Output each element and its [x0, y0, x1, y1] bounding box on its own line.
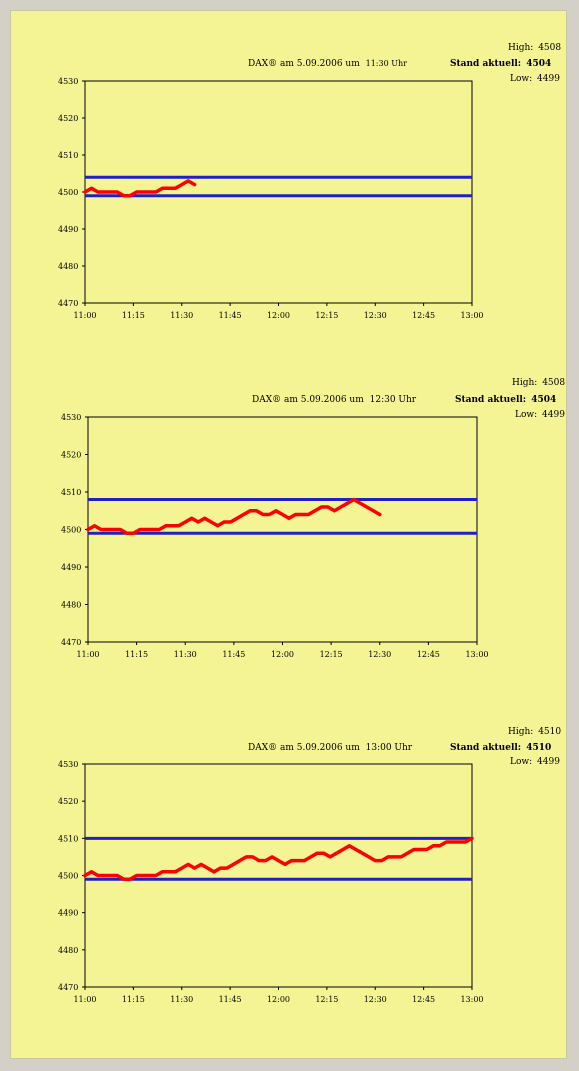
x-tick-label: 11:00 [76, 650, 99, 659]
x-tick-label: 12:15 [320, 650, 343, 659]
y-tick-label: 4520 [58, 797, 78, 806]
chart-2-stand: Stand aktuell: 4504 [455, 395, 556, 405]
chart-2: 4530 4520 4510 4500 4490 4480 4470 11:00 11:15 11… [61, 413, 489, 659]
x-tick-label: 12:30 [364, 995, 387, 1004]
chart-3-low: Low: 4499 [510, 757, 560, 767]
y-tick-label: 4530 [58, 760, 78, 769]
y-tick-label: 4470 [58, 299, 78, 308]
y-tick-label: 4520 [58, 114, 78, 123]
chart-3-header: DAX® am 5.09.2006 um 13:00 Uhr High: 451… [248, 727, 561, 767]
y-tick-label: 4530 [61, 413, 81, 422]
chart-3: 4530 4520 4510 4500 4490 4480 4470 11:00 11:15 11… [58, 760, 484, 1004]
x-tick-label: 11:45 [219, 995, 242, 1004]
x-tick-label: 11:45 [219, 311, 242, 320]
chart-1-high: High: 4508 [508, 43, 561, 53]
x-tick-label: 11:00 [73, 995, 96, 1004]
chart-3-title: DAX® am 5.09.2006 um 13:00 Uhr [248, 743, 413, 753]
chart-3-high: High: 4510 [508, 727, 561, 737]
x-tick-label: 13:00 [460, 995, 483, 1004]
x-tick-label: 12:00 [267, 311, 290, 320]
chart-3-stand: Stand aktuell: 4510 [450, 743, 551, 753]
y-tick-label: 4480 [58, 262, 78, 271]
x-tick-label: 11:15 [122, 995, 145, 1004]
x-tick-label: 13:00 [460, 311, 483, 320]
y-tick-label: 4470 [58, 983, 78, 992]
y-tick-label: 4500 [58, 188, 78, 197]
x-tick-label: 11:15 [122, 311, 145, 320]
x-tick-label: 12:15 [315, 995, 338, 1004]
y-tick-label: 4510 [58, 151, 78, 160]
x-tick-label: 11:00 [73, 311, 96, 320]
x-tick-label: 12:30 [368, 650, 391, 659]
x-tick-label: 12:15 [315, 311, 338, 320]
y-tick-label: 4500 [61, 526, 81, 535]
x-tick-label: 12:00 [267, 995, 290, 1004]
y-tick-label: 4490 [58, 225, 78, 234]
y-tick-label: 4510 [58, 834, 78, 843]
price-line [83, 836, 474, 881]
chart-1-stand: Stand aktuell: 4504 [450, 59, 551, 69]
price-line [83, 179, 197, 198]
chart-2-high: High: 4508 [512, 378, 565, 388]
x-tick-label: 11:30 [174, 650, 197, 659]
chart-1: 4530 4520 4510 4500 4490 4480 4470 11:00 11:15 11… [58, 77, 484, 320]
chart-2-low: Low: 4499 [515, 410, 565, 420]
y-tick-label: 4530 [58, 77, 78, 86]
y-tick-label: 4480 [61, 601, 81, 610]
chart-2-header: DAX® am 5.09.2006 um 12:30 Uhr High: 450… [252, 378, 565, 420]
x-tick-label: 11:45 [222, 650, 245, 659]
y-tick-label: 4490 [61, 563, 81, 572]
price-line [86, 497, 382, 536]
x-tick-label: 12:45 [412, 995, 435, 1004]
chart-2-title: DAX® am 5.09.2006 um 12:30 Uhr [252, 395, 417, 405]
x-tick-label: 12:30 [364, 311, 387, 320]
x-tick-label: 11:15 [125, 650, 148, 659]
x-tick-label: 11:30 [170, 995, 193, 1004]
x-tick-label: 13:00 [465, 650, 488, 659]
y-tick-label: 4520 [61, 451, 81, 460]
y-tick-label: 4480 [58, 946, 78, 955]
chart-1-title: DAX® am 5.09.2006 um 11:30 Uhr [248, 59, 407, 69]
y-tick-label: 4500 [58, 872, 78, 881]
chart-1-low: Low: 4499 [510, 74, 560, 84]
y-tick-label: 4490 [58, 909, 78, 918]
y-tick-label: 4510 [61, 488, 81, 497]
x-tick-label: 12:00 [271, 650, 294, 659]
chart-1-header: DAX® am 5.09.2006 um 11:30 Uhr High: 450… [248, 43, 561, 84]
y-tick-label: 4470 [61, 638, 81, 647]
x-tick-label: 12:45 [417, 650, 440, 659]
x-tick-label: 11:30 [170, 311, 193, 320]
x-tick-label: 12:45 [412, 311, 435, 320]
